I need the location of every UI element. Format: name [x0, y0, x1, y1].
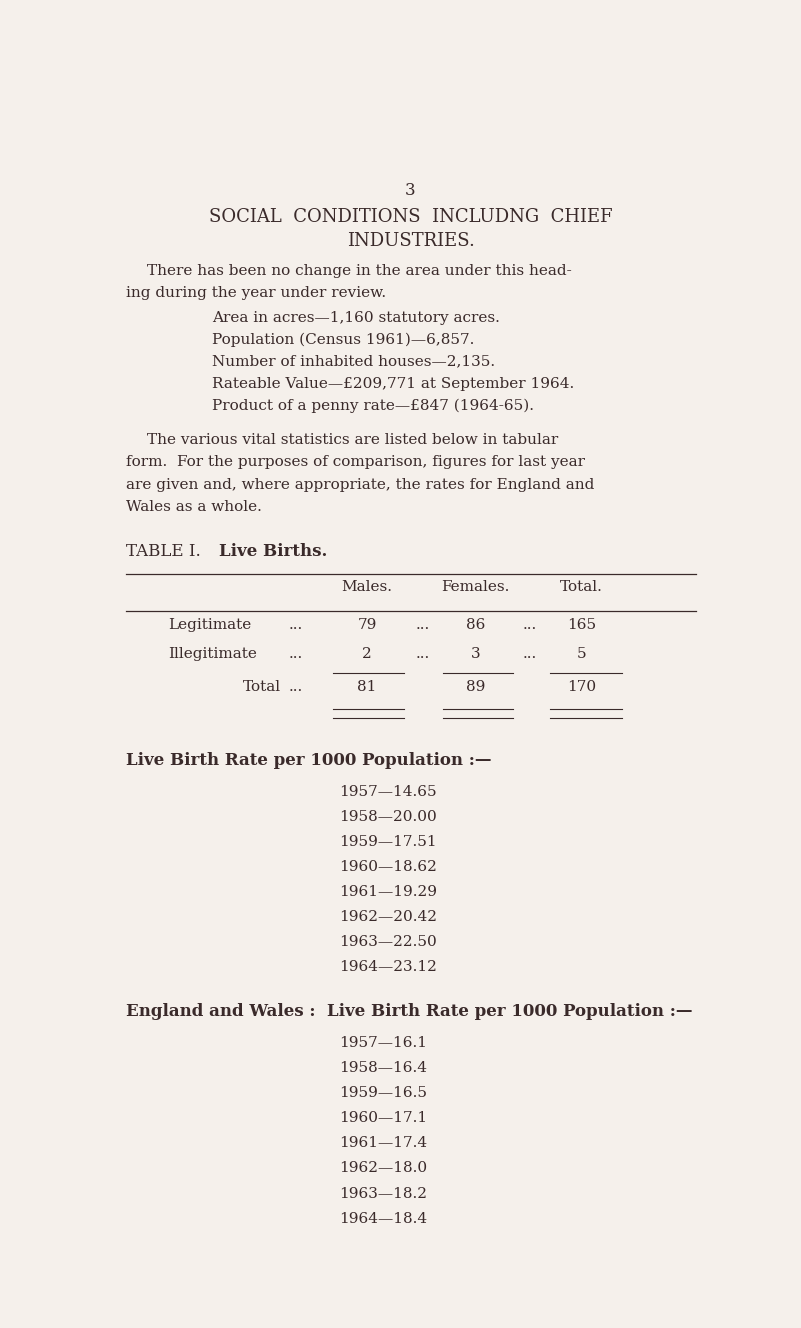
Text: 1963—18.2: 1963—18.2	[339, 1186, 427, 1201]
Text: 170: 170	[566, 680, 596, 695]
Text: 1961—19.29: 1961—19.29	[339, 884, 437, 899]
Text: ...: ...	[288, 647, 303, 660]
Text: INDUSTRIES.: INDUSTRIES.	[347, 232, 474, 250]
Text: Females.: Females.	[441, 580, 510, 594]
Text: 1961—17.4: 1961—17.4	[339, 1137, 427, 1150]
Text: Total: Total	[243, 680, 280, 695]
Text: ...: ...	[522, 618, 537, 632]
Text: Total.: Total.	[560, 580, 602, 594]
Text: Illegitimate: Illegitimate	[168, 647, 257, 660]
Text: 81: 81	[357, 680, 376, 695]
Text: Males.: Males.	[341, 580, 392, 594]
Text: The various vital statistics are listed below in tabular: The various vital statistics are listed …	[147, 433, 558, 448]
Text: 5: 5	[577, 647, 586, 660]
Text: ...: ...	[416, 647, 430, 660]
Text: 1959—17.51: 1959—17.51	[339, 835, 437, 849]
Text: ...: ...	[522, 647, 537, 660]
Text: 1964—18.4: 1964—18.4	[339, 1211, 427, 1226]
Text: 1959—16.5: 1959—16.5	[339, 1086, 427, 1101]
Text: form.  For the purposes of comparison, figures for last year: form. For the purposes of comparison, fi…	[127, 456, 586, 469]
Text: 1957—14.65: 1957—14.65	[339, 785, 437, 798]
Text: Rateable Value—£209,771 at September 1964.: Rateable Value—£209,771 at September 196…	[211, 377, 574, 390]
Text: ...: ...	[288, 680, 303, 695]
Text: England and Wales :  Live Birth Rate per 1000 Population :—: England and Wales : Live Birth Rate per …	[127, 1004, 693, 1020]
Text: 165: 165	[566, 618, 596, 632]
Text: 79: 79	[357, 618, 376, 632]
Text: 2: 2	[362, 647, 372, 660]
Text: are given and, where appropriate, the rates for England and: are given and, where appropriate, the ra…	[127, 478, 594, 491]
Text: Area in acres—1,160 statutory acres.: Area in acres—1,160 statutory acres.	[211, 311, 500, 325]
Text: TABLE I.: TABLE I.	[127, 543, 201, 560]
Text: 3: 3	[471, 647, 481, 660]
Text: Wales as a whole.: Wales as a whole.	[127, 501, 262, 514]
Text: ing during the year under review.: ing during the year under review.	[127, 286, 386, 300]
Text: ...: ...	[416, 618, 430, 632]
Text: 1962—20.42: 1962—20.42	[339, 910, 437, 924]
Text: 1963—22.50: 1963—22.50	[339, 935, 437, 950]
Text: 1957—16.1: 1957—16.1	[339, 1036, 427, 1050]
Text: 3: 3	[405, 182, 416, 199]
Text: 1960—18.62: 1960—18.62	[339, 859, 437, 874]
Text: There has been no change in the area under this head-: There has been no change in the area und…	[147, 264, 571, 278]
Text: 1958—16.4: 1958—16.4	[339, 1061, 427, 1076]
Text: ...: ...	[288, 618, 303, 632]
Text: 1958—20.00: 1958—20.00	[339, 810, 437, 823]
Text: 1964—23.12: 1964—23.12	[339, 960, 437, 973]
Text: SOCIAL  CONDITIONS  INCLUDNG  CHIEF: SOCIAL CONDITIONS INCLUDNG CHIEF	[209, 208, 612, 227]
Text: 89: 89	[466, 680, 485, 695]
Text: Number of inhabited houses—2,135.: Number of inhabited houses—2,135.	[211, 355, 495, 369]
Text: Live Birth Rate per 1000 Population :—: Live Birth Rate per 1000 Population :—	[127, 752, 492, 769]
Text: Product of a penny rate—£847 (1964-65).: Product of a penny rate—£847 (1964-65).	[211, 398, 533, 413]
Text: 86: 86	[466, 618, 485, 632]
Text: 1962—18.0: 1962—18.0	[339, 1162, 427, 1175]
Text: Population (Census 1961)—6,857.: Population (Census 1961)—6,857.	[211, 333, 474, 347]
Text: Legitimate: Legitimate	[168, 618, 252, 632]
Text: 1960—17.1: 1960—17.1	[339, 1112, 427, 1125]
Text: Live Births.: Live Births.	[219, 543, 328, 560]
